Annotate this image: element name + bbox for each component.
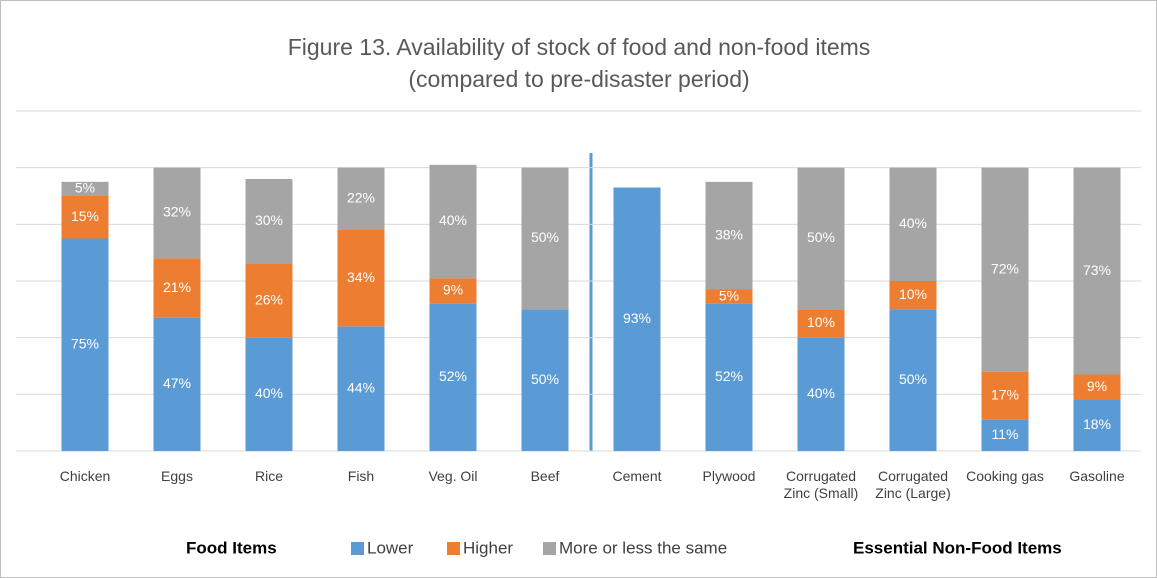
bar-segment <box>1073 374 1121 400</box>
x-tick-label: Chicken <box>59 468 111 484</box>
data-label: 38% <box>715 226 743 242</box>
data-label: 18% <box>1083 416 1111 432</box>
x-tick-label: Corrugated Zinc (Large) <box>875 468 951 501</box>
data-label: 52% <box>439 368 467 384</box>
bar-segment <box>153 258 201 318</box>
bar-segment <box>797 167 845 310</box>
data-label: 26% <box>255 292 283 308</box>
data-label: 5% <box>719 287 739 303</box>
bar-segment <box>797 337 845 451</box>
data-label: 50% <box>531 229 559 245</box>
x-tick-label: Fish <box>347 468 375 484</box>
data-label: 75% <box>71 335 99 351</box>
data-label: 9% <box>443 282 463 298</box>
bar-segment <box>153 317 201 451</box>
legend-label: More or less the same <box>559 538 727 557</box>
bar-segment <box>1073 167 1121 375</box>
x-tick-label: Eggs <box>161 468 193 484</box>
bar-segment <box>613 187 661 451</box>
legend-swatch <box>447 542 460 555</box>
group-label: Food Items <box>186 538 277 557</box>
legend-label: Lower <box>367 538 414 557</box>
data-label: 50% <box>531 371 559 387</box>
bar-segment <box>429 278 477 304</box>
bar-segment <box>797 309 845 338</box>
legend-swatch <box>351 542 364 555</box>
x-tick-label: Cement <box>612 468 662 484</box>
data-label: 30% <box>255 212 283 228</box>
data-label: 40% <box>439 212 467 228</box>
bar-segment <box>705 181 753 290</box>
data-label: 52% <box>715 368 743 384</box>
bar-segment <box>61 181 109 196</box>
bar-segment <box>1073 400 1121 451</box>
data-label: 10% <box>807 314 835 330</box>
data-label: 72% <box>991 260 1019 276</box>
bar-segment <box>981 371 1029 420</box>
bar-segment <box>61 196 109 239</box>
bar-segment <box>521 309 569 451</box>
data-label: 11% <box>992 426 1019 442</box>
data-label: 5% <box>75 180 95 196</box>
data-label: 21% <box>163 279 191 295</box>
bar-segment <box>337 167 385 230</box>
data-label: 34% <box>347 269 375 285</box>
bar-segment <box>337 326 385 451</box>
bar-segment <box>429 164 477 279</box>
bar-segment <box>153 167 201 259</box>
data-label: 47% <box>163 375 191 391</box>
bar-segment <box>705 289 753 304</box>
data-label: 40% <box>255 385 283 401</box>
bar-segment <box>981 419 1029 451</box>
bar-segment <box>889 167 937 281</box>
bar-segment <box>245 264 293 338</box>
data-label: 44% <box>347 379 375 395</box>
bar-segment <box>245 179 293 264</box>
bar-segment <box>337 230 385 327</box>
x-tick-label: Veg. Oil <box>428 468 478 484</box>
x-tick-label: Cooking gas <box>966 468 1044 484</box>
x-tick-label: Plywood <box>702 468 756 484</box>
data-label: 50% <box>807 229 835 245</box>
bar-segment <box>521 167 569 310</box>
data-label: 17% <box>991 386 1019 402</box>
bar-segment <box>889 281 937 310</box>
x-tick-label: Rice <box>254 468 283 484</box>
x-tick-label: Corrugated Zinc (Small) <box>783 468 859 501</box>
bar-segment <box>245 337 293 451</box>
data-label: 40% <box>899 215 927 231</box>
chart-title: Figure 13. Availability of stock of food… <box>288 34 871 60</box>
bar-segment <box>705 303 753 451</box>
bar-segment <box>61 238 109 451</box>
data-label: 10% <box>899 286 927 302</box>
data-label: 73% <box>1083 262 1111 278</box>
data-label: 22% <box>347 190 375 206</box>
x-tick-label: Beef <box>530 468 560 484</box>
legend-label: Higher <box>463 538 513 557</box>
data-label: 32% <box>163 204 191 220</box>
data-label: 40% <box>807 385 835 401</box>
bar-segment <box>429 303 477 451</box>
x-tick-label: Gasoline <box>1069 468 1125 484</box>
legend-swatch <box>543 542 556 555</box>
data-label: 50% <box>899 371 927 387</box>
bar-segment <box>889 309 937 451</box>
data-label: 9% <box>1087 378 1107 394</box>
data-label: 93% <box>623 310 651 326</box>
bar-segment <box>981 167 1029 372</box>
data-label: 15% <box>71 208 99 224</box>
group-label: Essential Non-Food Items <box>853 538 1062 557</box>
chart-subtitle: (compared to pre-disaster period) <box>408 66 749 92</box>
